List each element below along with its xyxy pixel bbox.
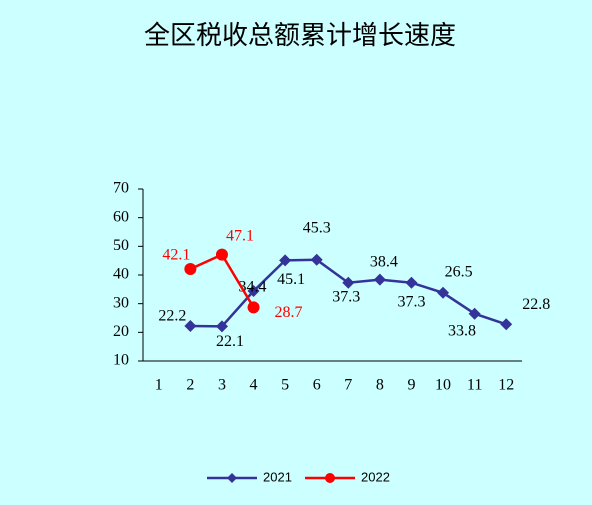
x-tick-label: 1 [155,377,163,394]
legend-label: 2021 [263,469,292,484]
x-tick-label: 3 [218,377,226,394]
data-label: 22.2 [158,308,186,325]
x-tick-label: 8 [376,377,384,394]
data-label: 42.1 [162,247,190,264]
x-tick-label: 6 [313,377,321,394]
marker [184,262,197,275]
data-label: 45.3 [303,219,331,236]
marker [468,307,481,320]
data-label: 45.1 [277,271,305,288]
x-tick-label: 5 [281,377,289,394]
data-label: 47.1 [226,227,254,244]
marker [184,320,197,333]
marker [310,253,323,266]
y-tick-label: 50 [113,237,129,254]
data-label: 33.8 [448,322,476,339]
data-label: 22.1 [216,333,244,350]
marker [437,286,450,299]
legend-marker [227,473,237,483]
y-tick-label: 30 [113,294,129,311]
x-tick-label: 10 [435,377,451,394]
data-label: 26.5 [445,263,473,280]
marker [342,276,355,289]
marker [279,254,292,267]
y-tick-label: 70 [113,180,129,197]
data-label: 34.4 [239,279,267,296]
data-label: 37.3 [332,288,360,305]
marker [247,285,260,298]
marker [373,273,386,286]
marker [247,301,260,314]
data-label: 37.3 [397,293,425,310]
marker [500,318,513,331]
marker [405,276,418,289]
data-label: 38.4 [370,253,398,270]
marker [215,248,228,261]
x-tick-label: 7 [344,377,352,394]
marker [215,320,228,333]
x-tick-label: 9 [407,377,415,394]
x-tick-label: 4 [250,377,258,394]
chart-title: 全区税收总额累计增长速度 [144,21,456,50]
y-tick-label: 40 [113,266,129,283]
x-tick-label: 12 [498,377,514,394]
legend-label: 2022 [361,469,390,484]
data-label: 22.8 [522,296,550,313]
y-tick-label: 60 [113,208,129,225]
x-tick-label: 2 [186,377,194,394]
y-tick-label: 10 [113,352,129,369]
legend-marker [325,473,335,483]
y-tick-label: 20 [113,323,129,340]
x-tick-label: 11 [467,377,482,394]
data-label: 28.7 [275,304,303,321]
